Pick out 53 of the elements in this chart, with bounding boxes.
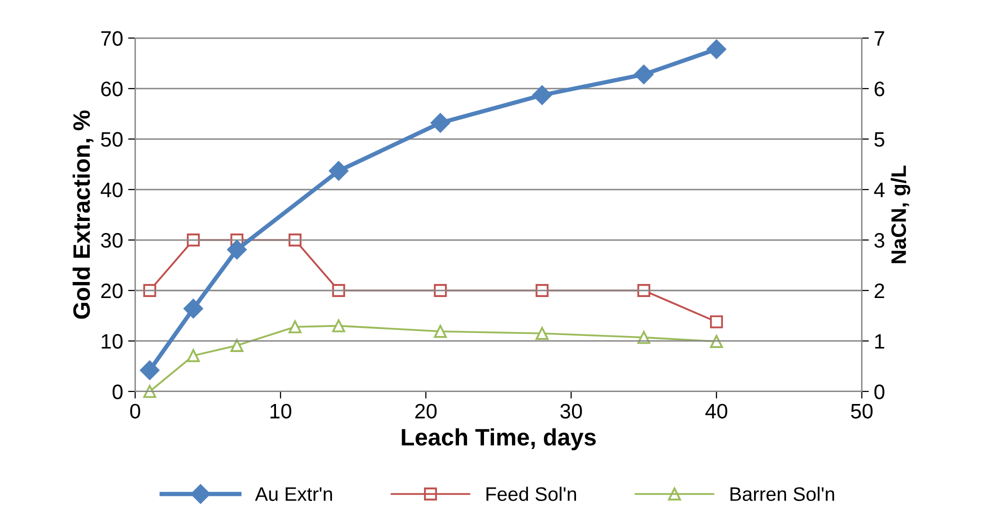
y2-tick-label: 3 bbox=[874, 233, 884, 248]
y-tick-label: 0 bbox=[112, 384, 123, 400]
y2-tick-label: 2 bbox=[874, 284, 884, 298]
legend-label: Barren Sol'n bbox=[730, 486, 834, 501]
x-tick-label: 10 bbox=[270, 404, 292, 419]
point bbox=[634, 64, 654, 84]
y2-tick-label: 1 bbox=[875, 334, 884, 349]
point bbox=[434, 324, 447, 338]
x-tick-label: 20 bbox=[415, 404, 437, 419]
x-tick-label: 30 bbox=[560, 404, 582, 419]
point bbox=[186, 234, 200, 246]
y2-tick-label: 4 bbox=[874, 182, 885, 198]
point bbox=[710, 315, 723, 328]
y-tick-label: 70 bbox=[101, 31, 123, 46]
x-tick-label: 50 bbox=[851, 404, 873, 419]
point bbox=[184, 298, 204, 318]
point bbox=[637, 284, 650, 297]
y-tick-label: 50 bbox=[101, 132, 123, 147]
point bbox=[332, 319, 346, 332]
point bbox=[434, 284, 447, 297]
legend-label: Feed Sol'n bbox=[486, 486, 576, 501]
point bbox=[710, 335, 723, 348]
point bbox=[288, 320, 302, 334]
x-tick-label: 0 bbox=[130, 404, 140, 419]
point bbox=[143, 284, 156, 297]
y2-tick-label: 7 bbox=[874, 31, 884, 46]
point bbox=[186, 349, 200, 362]
point bbox=[536, 284, 549, 297]
point bbox=[227, 240, 247, 260]
point bbox=[140, 360, 160, 380]
y-tick-label: 10 bbox=[102, 334, 123, 349]
legend-label: Au Extr'n bbox=[255, 487, 332, 501]
y2-axis-title: NaCN, g/L bbox=[890, 166, 910, 264]
point bbox=[637, 330, 650, 344]
point bbox=[230, 339, 244, 352]
point bbox=[706, 39, 726, 59]
point bbox=[430, 113, 450, 133]
y-tick-label: 30 bbox=[101, 233, 123, 248]
y-axis-title: Gold Extraction, % bbox=[72, 110, 94, 319]
point bbox=[332, 284, 346, 297]
point bbox=[532, 85, 552, 105]
point bbox=[143, 385, 156, 398]
x-tick-label: 40 bbox=[705, 404, 728, 419]
y2-tick-label: 5 bbox=[874, 132, 884, 147]
point bbox=[536, 326, 549, 340]
y2-tick-label: 6 bbox=[874, 82, 884, 96]
point bbox=[288, 234, 302, 246]
y-tick-label: 60 bbox=[101, 82, 123, 96]
x-axis-title: Leach Time, days bbox=[402, 428, 596, 450]
y-tick-label: 40 bbox=[100, 182, 123, 198]
point bbox=[328, 161, 348, 181]
y-tick-label: 20 bbox=[101, 284, 123, 298]
y2-tick-label: 0 bbox=[874, 384, 884, 400]
